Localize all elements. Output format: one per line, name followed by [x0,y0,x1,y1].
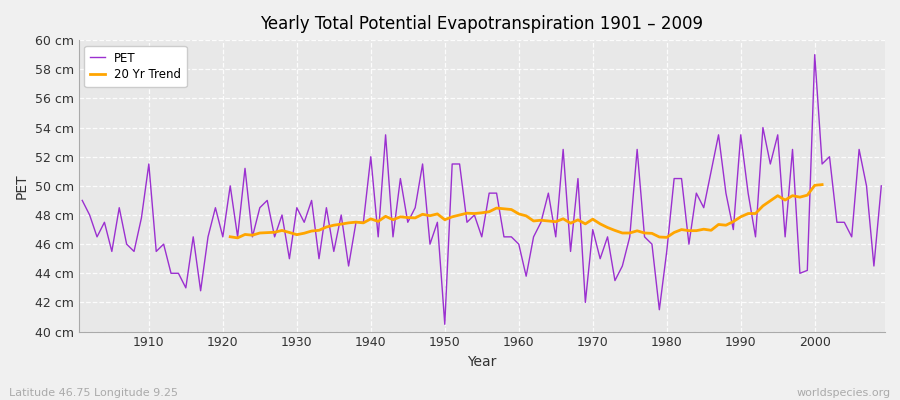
PET [76,198,87,203]
20 Yr Trend [602,225,613,230]
PET [136,216,147,220]
X-axis label: Year: Year [467,355,497,369]
Line: PET: PET [82,55,881,324]
20 Yr Trend [232,236,243,240]
Text: Latitude 46.75 Longitude 9.25: Latitude 46.75 Longitude 9.25 [9,388,178,398]
Y-axis label: PET: PET [15,173,29,199]
20 Yr Trend [765,198,776,203]
PET [876,184,886,188]
PET [809,52,820,57]
20 Yr Trend [669,230,680,235]
20 Yr Trend [816,182,827,187]
PET [299,220,310,225]
PET [439,322,450,327]
PET [343,264,354,268]
20 Yr Trend [558,216,569,221]
PET [513,242,524,246]
Text: worldspecies.org: worldspecies.org [796,388,891,398]
20 Yr Trend [742,211,753,216]
Line: 20 Yr Trend: 20 Yr Trend [230,185,822,238]
PET [521,274,532,279]
20 Yr Trend [713,222,724,227]
Legend: PET, 20 Yr Trend: PET, 20 Yr Trend [85,46,187,87]
20 Yr Trend [225,234,236,239]
Title: Yearly Total Potential Evapotranspiration 1901 – 2009: Yearly Total Potential Evapotranspiratio… [260,15,703,33]
PET [609,278,620,283]
